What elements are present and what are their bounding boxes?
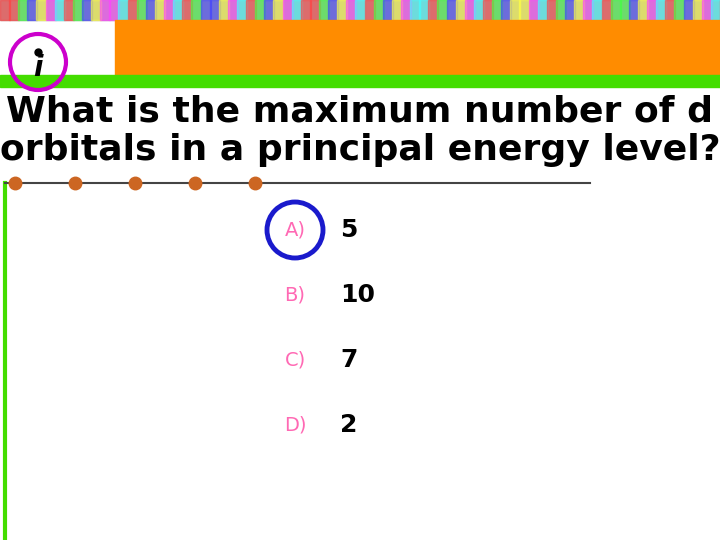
Bar: [82, 0, 92, 20]
Bar: [620, 0, 630, 20]
Bar: [683, 0, 693, 20]
Bar: [174, 0, 183, 20]
Bar: [501, 0, 511, 20]
Bar: [164, 0, 174, 20]
Bar: [9, 0, 19, 20]
Bar: [629, 0, 639, 20]
Bar: [301, 0, 311, 20]
Bar: [438, 0, 447, 20]
Bar: [328, 0, 338, 20]
Bar: [319, 0, 329, 20]
Bar: [364, 0, 374, 20]
Bar: [192, 0, 202, 20]
Bar: [383, 0, 393, 20]
Bar: [528, 0, 539, 20]
Bar: [219, 0, 229, 20]
Bar: [492, 0, 502, 20]
Bar: [374, 0, 384, 20]
Bar: [100, 0, 110, 20]
Bar: [246, 0, 256, 20]
Bar: [200, 0, 210, 20]
Bar: [410, 0, 420, 20]
Bar: [556, 0, 566, 20]
Bar: [91, 0, 101, 20]
Bar: [155, 0, 165, 20]
Bar: [274, 0, 284, 20]
Text: i: i: [33, 54, 42, 82]
Bar: [428, 0, 438, 20]
Bar: [593, 0, 603, 20]
Text: 7: 7: [340, 348, 357, 372]
Bar: [510, 0, 521, 20]
Bar: [565, 0, 575, 20]
Bar: [346, 0, 356, 20]
Bar: [73, 0, 83, 20]
Text: A): A): [284, 220, 305, 240]
Bar: [0, 75, 720, 87]
Bar: [18, 0, 28, 20]
Bar: [0, 0, 720, 20]
Bar: [127, 0, 138, 20]
Bar: [310, 0, 320, 20]
Bar: [255, 0, 265, 20]
Bar: [264, 0, 274, 20]
Bar: [574, 0, 584, 20]
Text: B): B): [284, 286, 305, 305]
Text: D): D): [284, 415, 306, 435]
Bar: [0, 0, 10, 20]
Bar: [119, 0, 128, 20]
Bar: [137, 0, 147, 20]
Bar: [64, 0, 73, 20]
Bar: [693, 0, 703, 20]
Bar: [282, 0, 292, 20]
Text: 5: 5: [340, 218, 357, 242]
Bar: [647, 0, 657, 20]
Bar: [665, 0, 675, 20]
Bar: [228, 0, 238, 20]
Bar: [538, 0, 548, 20]
Text: 2: 2: [340, 413, 357, 437]
Bar: [520, 0, 529, 20]
Bar: [292, 0, 302, 20]
Bar: [55, 0, 65, 20]
Bar: [702, 0, 712, 20]
Bar: [583, 0, 593, 20]
Bar: [601, 0, 611, 20]
Bar: [419, 0, 429, 20]
Bar: [27, 0, 37, 20]
Bar: [37, 0, 47, 20]
Bar: [237, 0, 247, 20]
Bar: [456, 0, 466, 20]
Bar: [392, 0, 402, 20]
Bar: [356, 0, 366, 20]
Bar: [675, 0, 685, 20]
Bar: [337, 0, 347, 20]
Bar: [182, 0, 192, 20]
Text: orbitals in a principal energy level?: orbitals in a principal energy level?: [0, 133, 720, 167]
Text: 10: 10: [340, 283, 375, 307]
Bar: [45, 0, 55, 20]
Bar: [611, 0, 621, 20]
Bar: [474, 0, 484, 20]
Bar: [656, 0, 666, 20]
Bar: [711, 0, 720, 20]
Text: C): C): [284, 350, 305, 369]
Bar: [210, 0, 220, 20]
Bar: [638, 0, 648, 20]
Bar: [115, 20, 720, 75]
Bar: [401, 0, 411, 20]
Bar: [446, 0, 456, 20]
Bar: [483, 0, 493, 20]
Text: What is the maximum number of d: What is the maximum number of d: [6, 95, 714, 129]
Bar: [109, 0, 120, 20]
Bar: [546, 0, 557, 20]
Bar: [465, 0, 474, 20]
Bar: [146, 0, 156, 20]
